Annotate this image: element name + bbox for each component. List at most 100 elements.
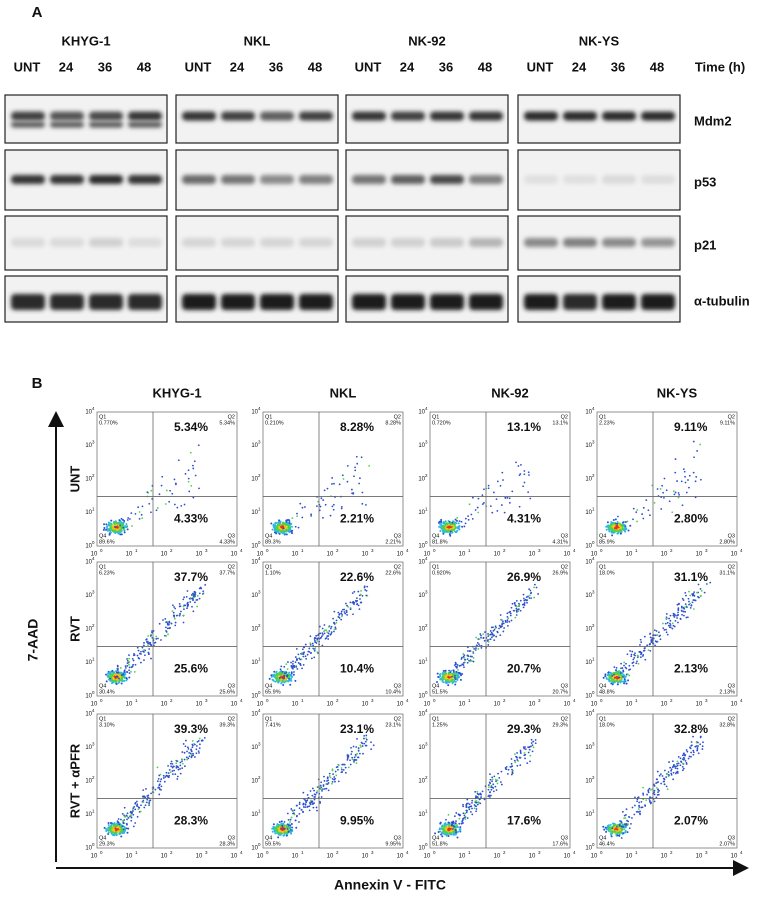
- dot: [325, 629, 327, 631]
- dot: [193, 597, 195, 599]
- dot: [183, 622, 185, 624]
- dot: [458, 522, 460, 524]
- dot: [290, 808, 292, 810]
- dot: [353, 603, 355, 605]
- dot: [144, 796, 146, 798]
- dot: [171, 761, 173, 763]
- dot: [475, 647, 477, 649]
- dot: [135, 513, 137, 515]
- x-tick-base: 10: [731, 702, 738, 708]
- dot: [649, 644, 651, 646]
- dot: [446, 835, 448, 837]
- dot: [470, 650, 472, 652]
- dot: [331, 483, 333, 485]
- dot: [272, 674, 274, 676]
- x-tick-base: 10: [529, 854, 536, 860]
- flow-plot: Q12.23%Q29.11%Q485.9%Q32.80%9.11%2.80%10…: [585, 406, 743, 557]
- x-tick-exponent: 4: [573, 698, 576, 703]
- dot: [700, 479, 702, 481]
- dot: [481, 494, 483, 496]
- band: [89, 294, 123, 310]
- x-tick-base: 10: [591, 854, 598, 860]
- cell-line-label: NK-92: [408, 33, 446, 48]
- dot: [317, 637, 319, 639]
- dot: [611, 827, 613, 829]
- dot: [289, 684, 291, 686]
- x-tick-exponent: 0: [266, 698, 269, 703]
- dot: [137, 655, 139, 657]
- dot: [644, 659, 646, 661]
- dot: [463, 666, 465, 668]
- dot: [150, 490, 152, 492]
- dot: [691, 744, 693, 746]
- y-tick-exponent: 2: [592, 473, 595, 478]
- dot: [310, 635, 312, 637]
- dot: [622, 528, 624, 530]
- dot: [188, 491, 190, 493]
- dot: [320, 497, 322, 499]
- dot: [132, 807, 134, 809]
- dot: [455, 531, 457, 533]
- dot: [480, 794, 482, 796]
- x-tick-base: 10: [564, 702, 571, 708]
- dot: [476, 791, 478, 793]
- dot: [501, 622, 503, 624]
- dot: [293, 671, 295, 673]
- x-tick-exponent: 1: [135, 698, 138, 703]
- dot: [508, 621, 510, 623]
- dot: [328, 632, 330, 634]
- dot: [507, 773, 509, 775]
- dot: [444, 677, 446, 679]
- dot: [352, 592, 354, 594]
- dot: [287, 680, 289, 682]
- dot: [657, 771, 659, 773]
- x-tick-exponent: 3: [205, 548, 208, 553]
- dot: [292, 813, 294, 815]
- dot: [502, 479, 504, 481]
- dot: [643, 507, 645, 509]
- dot: [124, 830, 126, 832]
- dot: [449, 533, 451, 535]
- band: [260, 294, 294, 310]
- dot: [530, 593, 532, 595]
- dot: [173, 614, 175, 616]
- protein-label: α-tubulin: [694, 293, 750, 308]
- dot: [365, 595, 367, 597]
- y-tick-exponent: 4: [425, 406, 428, 411]
- dot: [449, 524, 451, 526]
- dot: [511, 758, 513, 760]
- x-tick-exponent: 0: [433, 698, 436, 703]
- dot: [472, 497, 474, 499]
- dot: [118, 823, 120, 825]
- dot: [620, 667, 622, 669]
- dot: [666, 785, 668, 787]
- q3-percent: 25.6%: [174, 661, 208, 675]
- y-tick-exponent: 1: [425, 507, 428, 512]
- dot: [625, 668, 627, 670]
- lane-label: 36: [98, 59, 112, 74]
- dot: [198, 752, 200, 754]
- dot: [655, 782, 657, 784]
- x-tick-exponent: 2: [670, 548, 673, 553]
- y-tick-exponent: 2: [92, 473, 95, 478]
- dot: [490, 505, 492, 507]
- x-tick-exponent: 2: [503, 548, 506, 553]
- dot: [118, 678, 120, 680]
- dot: [296, 648, 298, 650]
- dot: [354, 759, 356, 761]
- dot: [273, 671, 275, 673]
- dot: [198, 487, 200, 489]
- band: [260, 112, 294, 121]
- dot: [682, 769, 684, 771]
- dot: [108, 822, 110, 824]
- dot: [690, 747, 692, 749]
- x-tick-exponent: 4: [240, 850, 243, 855]
- dot: [305, 658, 307, 660]
- dot: [452, 821, 454, 823]
- dot: [299, 802, 301, 804]
- dot: [612, 532, 614, 534]
- dot: [497, 632, 499, 634]
- dot: [699, 743, 701, 745]
- dot: [168, 776, 170, 778]
- dot: [122, 820, 124, 822]
